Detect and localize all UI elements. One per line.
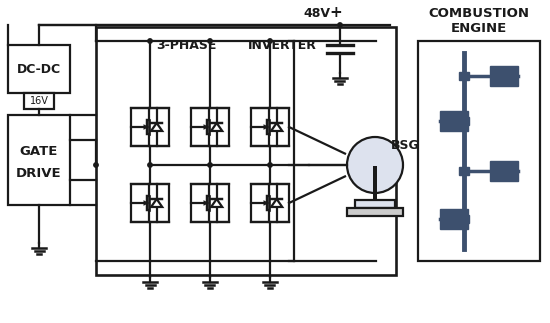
Polygon shape: [271, 123, 282, 131]
Circle shape: [208, 163, 212, 167]
Text: 3-PHASE: 3-PHASE: [156, 38, 216, 51]
Bar: [355, 200, 395, 208]
Text: COMBUSTION: COMBUSTION: [428, 6, 530, 19]
Bar: [490, 66, 518, 86]
Bar: [131, 184, 169, 222]
Bar: [490, 161, 518, 181]
Text: BSG: BSG: [390, 139, 419, 151]
Bar: [24, 93, 54, 109]
Bar: [8, 45, 70, 93]
Bar: [131, 108, 169, 146]
Text: ENGINE: ENGINE: [451, 22, 507, 35]
Polygon shape: [211, 199, 222, 207]
Bar: [8, 115, 70, 205]
Bar: [191, 108, 229, 146]
Bar: [459, 167, 469, 175]
Text: 16V: 16V: [30, 96, 48, 106]
Text: DRIVE: DRIVE: [16, 167, 62, 180]
Circle shape: [347, 137, 403, 193]
Circle shape: [148, 163, 152, 167]
Text: GATE: GATE: [20, 144, 58, 158]
Polygon shape: [271, 199, 282, 207]
Bar: [418, 41, 540, 261]
Circle shape: [94, 163, 98, 167]
Bar: [440, 209, 468, 229]
Polygon shape: [151, 199, 162, 207]
Bar: [251, 184, 289, 222]
Bar: [96, 27, 396, 275]
Text: INVERTER: INVERTER: [248, 38, 316, 51]
Text: 48V: 48V: [303, 7, 330, 20]
Text: DC-DC: DC-DC: [17, 62, 61, 76]
Polygon shape: [211, 123, 222, 131]
Bar: [191, 184, 229, 222]
Text: +: +: [329, 5, 342, 20]
Circle shape: [268, 39, 272, 43]
Circle shape: [148, 39, 152, 43]
Bar: [347, 208, 403, 216]
Bar: [459, 72, 469, 80]
Polygon shape: [151, 123, 162, 131]
Bar: [459, 215, 469, 223]
Circle shape: [268, 163, 272, 167]
Circle shape: [338, 23, 342, 27]
Circle shape: [208, 39, 212, 43]
Bar: [459, 117, 469, 125]
Bar: [251, 108, 289, 146]
Bar: [440, 111, 468, 131]
